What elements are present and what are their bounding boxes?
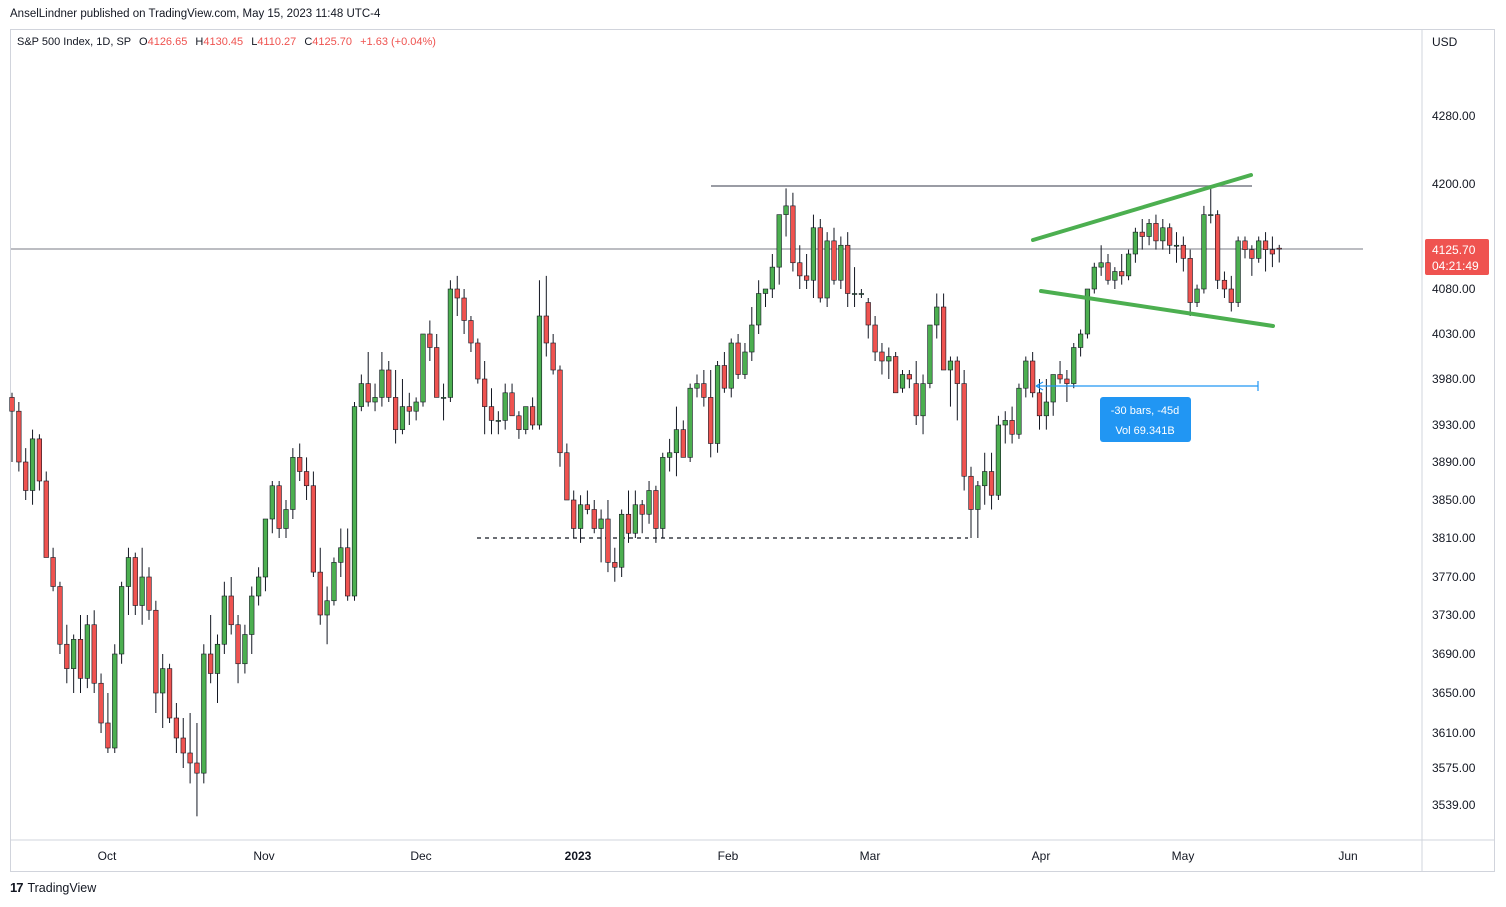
legend-open-value: 4126.65	[147, 36, 188, 48]
legend-open-label: O	[139, 36, 148, 48]
chart-frame[interactable]	[10, 29, 1495, 872]
footer-brand: TradingView	[27, 880, 97, 895]
legend-symbol: S&P 500 Index, 1D, SP	[17, 36, 131, 48]
legend-change: +1.63 (+0.04%)	[360, 36, 436, 48]
legend-high-value: 4130.45	[203, 36, 244, 48]
tradingview-logo-icon: 17	[10, 880, 24, 895]
legend-high-label: H	[195, 36, 204, 48]
chart-legend: S&P 500 Index, 1D, SP O4126.65 H4130.45 …	[17, 36, 436, 48]
publish-line: AnselLindner published on TradingView.co…	[10, 8, 381, 20]
legend-low-value: 4110.27	[257, 36, 297, 48]
footer: 17 TradingView	[10, 880, 96, 895]
legend-close-label: C	[304, 36, 313, 48]
legend-close-value: 4125.70	[312, 36, 353, 48]
legend-low-label: L	[251, 36, 258, 48]
